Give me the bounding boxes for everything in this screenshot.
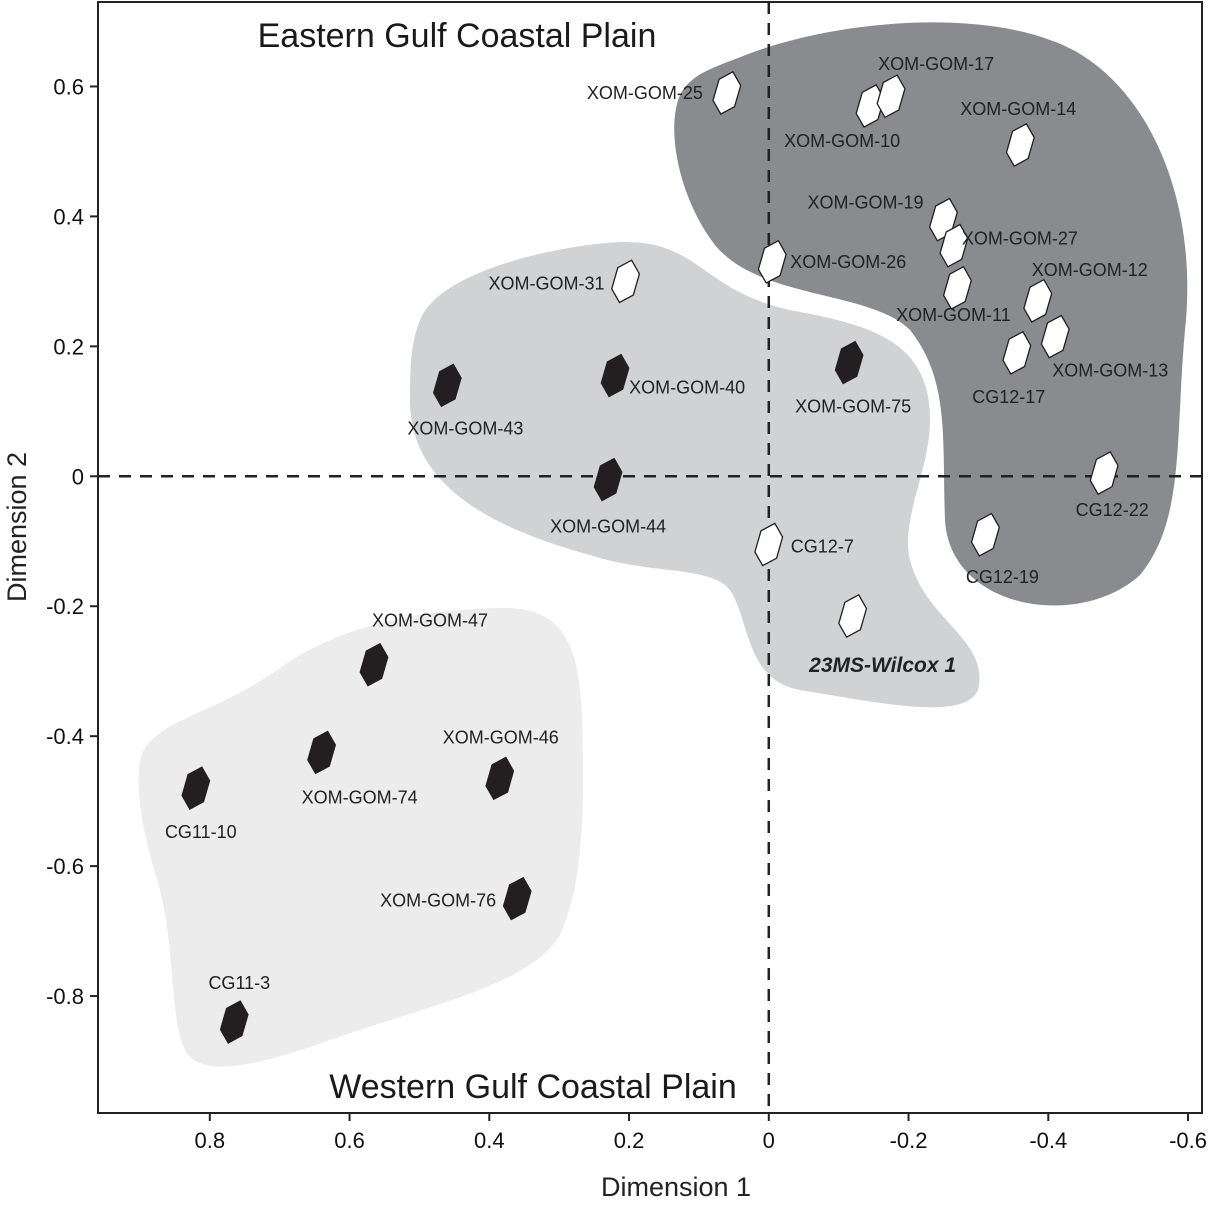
label-xom-gom-26: XOM-GOM-26 bbox=[790, 252, 906, 272]
marker-xom-gom-13 bbox=[1040, 314, 1070, 359]
data-markers bbox=[181, 70, 1119, 1044]
label-xom-gom-76: XOM-GOM-76 bbox=[380, 891, 496, 911]
x-axis-title: Dimension 1 bbox=[601, 1172, 751, 1202]
marker-xom-gom-17 bbox=[876, 74, 906, 119]
label-cg12-19: CG12-19 bbox=[966, 567, 1039, 587]
y-tick-label: 0 bbox=[72, 464, 84, 489]
label-23ms-wilcox-1: 23MS-Wilcox 1 bbox=[808, 654, 956, 677]
x-tick-label: 0.8 bbox=[195, 1128, 226, 1153]
marker-xom-gom-75 bbox=[834, 340, 864, 385]
y-tick-label: -0.2 bbox=[46, 594, 84, 619]
label-xom-gom-40: XOM-GOM-40 bbox=[629, 378, 745, 398]
label-xom-gom-19: XOM-GOM-19 bbox=[807, 193, 923, 213]
label-xom-gom-27: XOM-GOM-27 bbox=[962, 229, 1078, 249]
label-xom-gom-74: XOM-GOM-74 bbox=[302, 787, 418, 807]
label-cg12-22: CG12-22 bbox=[1076, 500, 1149, 520]
y-tick-label: -0.4 bbox=[46, 724, 84, 749]
marker-xom-gom-43 bbox=[432, 363, 462, 408]
region-middle-group bbox=[410, 241, 980, 708]
marker-cg11-3 bbox=[219, 1000, 249, 1044]
x-tick-label: -0.6 bbox=[1169, 1128, 1207, 1153]
marker-xom-gom-26 bbox=[757, 239, 787, 284]
label-cg11-10: CG11-10 bbox=[165, 822, 237, 842]
marker-xom-gom-47 bbox=[359, 642, 389, 687]
label-xom-gom-10: XOM-GOM-10 bbox=[784, 131, 900, 151]
label-xom-gom-13: XOM-GOM-13 bbox=[1052, 361, 1168, 381]
x-tick-label: 0 bbox=[763, 1128, 775, 1153]
marker-xom-gom-27 bbox=[939, 223, 969, 268]
label-xom-gom-14: XOM-GOM-14 bbox=[960, 99, 1076, 119]
label-cg12-7: CG12-7 bbox=[791, 537, 854, 557]
marker-xom-gom-74 bbox=[307, 730, 337, 775]
marker-cg12-17 bbox=[1002, 330, 1032, 375]
x-tick-label: -0.2 bbox=[890, 1128, 928, 1153]
label-xom-gom-43: XOM-GOM-43 bbox=[407, 418, 523, 438]
label-xom-gom-25: XOM-GOM-25 bbox=[587, 83, 703, 103]
x-tick-label: -0.4 bbox=[1029, 1128, 1067, 1153]
marker-cg12-22 bbox=[1089, 451, 1119, 496]
eastern-gulf-title: Eastern Gulf Coastal Plain bbox=[258, 17, 657, 55]
label-cg11-3: CG11-3 bbox=[208, 973, 270, 993]
axes: 0.8 0.6 0.4 0.2 0 -0.2 -0.4 -0.6 0.6 0.4 0.2 0 -0.2 -… bbox=[46, 1, 1207, 1153]
label-xom-gom-11: XOM-GOM-11 bbox=[896, 305, 1011, 325]
y-tick-label: 0.4 bbox=[53, 204, 84, 229]
marker-xom-gom-31 bbox=[610, 259, 641, 304]
marker-cg12-7 bbox=[754, 522, 784, 567]
marker-xom-gom-46 bbox=[485, 756, 515, 801]
marker-xom-gom-11 bbox=[942, 265, 973, 310]
plot-frame bbox=[97, 1, 1203, 1114]
label-xom-gom-31: XOM-GOM-31 bbox=[488, 273, 604, 293]
label-cg12-17: CG12-17 bbox=[972, 387, 1045, 407]
x-tick-label: 0.6 bbox=[334, 1128, 365, 1153]
region-western-group bbox=[138, 607, 583, 1067]
label-xom-gom-46: XOM-GOM-46 bbox=[443, 727, 559, 747]
data-labels: XOM-GOM-43 XOM-GOM-40 XOM-GOM-44 XOM-GOM-75… bbox=[165, 54, 1168, 993]
label-xom-gom-47: XOM-GOM-47 bbox=[372, 611, 488, 631]
y-tick-label: -0.6 bbox=[46, 854, 84, 879]
label-xom-gom-44: XOM-GOM-44 bbox=[550, 517, 666, 537]
label-xom-gom-75: XOM-GOM-75 bbox=[795, 397, 911, 417]
marker-cg12-19 bbox=[970, 512, 1001, 557]
marker-xom-gom-14 bbox=[1005, 122, 1035, 167]
marker-xom-gom-40 bbox=[600, 353, 630, 398]
marker-xom-gom-12 bbox=[1023, 278, 1053, 323]
region-eastern-group bbox=[674, 22, 1188, 606]
x-tick-label: 0.4 bbox=[474, 1128, 505, 1153]
western-gulf-title: Western Gulf Coastal Plain bbox=[329, 1068, 737, 1106]
marker-cg11-10 bbox=[181, 766, 211, 810]
marker-xom-gom-76 bbox=[502, 876, 532, 921]
marker-xom-gom-44 bbox=[593, 457, 623, 502]
marker-xom-gom-25 bbox=[712, 70, 742, 115]
marker-23ms-wilcox-1 bbox=[838, 593, 868, 638]
y-tick-label: 0.6 bbox=[53, 74, 84, 99]
x-tick-label: 0.2 bbox=[614, 1128, 645, 1153]
y-axis-title: Dimension 2 bbox=[2, 452, 32, 602]
label-xom-gom-17: XOM-GOM-17 bbox=[878, 54, 994, 74]
y-tick-label: 0.2 bbox=[53, 334, 84, 359]
y-tick-label: -0.8 bbox=[46, 984, 84, 1009]
label-xom-gom-12: XOM-GOM-12 bbox=[1032, 260, 1148, 280]
